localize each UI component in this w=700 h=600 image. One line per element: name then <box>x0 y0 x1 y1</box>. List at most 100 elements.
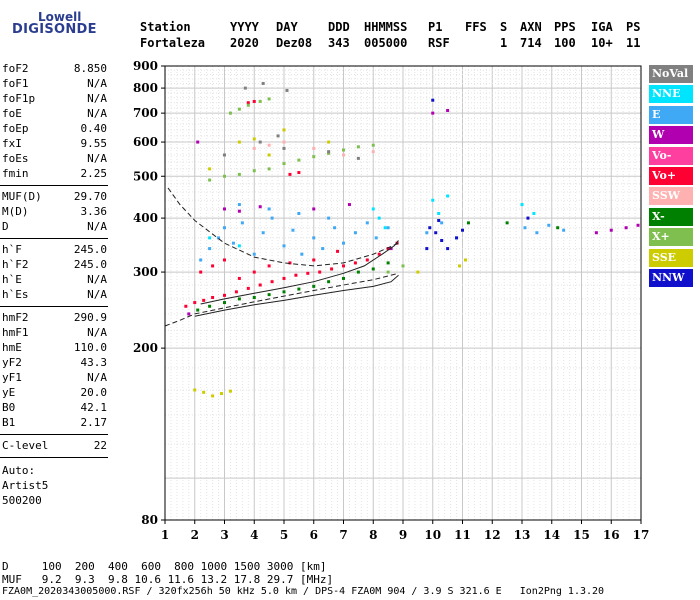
data-point <box>187 312 191 316</box>
data-point <box>246 286 250 290</box>
data-point <box>416 270 420 274</box>
data-point <box>196 140 200 144</box>
param-name: yF2 <box>2 356 22 369</box>
data-point <box>342 148 345 152</box>
data-point <box>252 295 256 299</box>
y-tick-label: 700 <box>133 106 158 120</box>
data-point <box>356 270 360 274</box>
data-point <box>463 258 467 262</box>
data-point <box>312 155 316 159</box>
param-name: M(D) <box>2 205 29 218</box>
data-point <box>327 280 331 284</box>
header-label: PPS <box>554 20 576 34</box>
param-name: fxI <box>2 137 22 150</box>
x-tick-label: 8 <box>369 528 377 542</box>
data-point <box>246 101 250 105</box>
param-row: foF1p N/A <box>2 92 107 106</box>
data-point <box>446 247 450 251</box>
data-point <box>237 276 241 280</box>
dashed-profile-curve <box>164 272 399 327</box>
param-row: MUF(D) 29.70 <box>2 190 107 204</box>
data-point <box>252 146 256 150</box>
data-point <box>395 241 399 245</box>
param-row: foE N/A <box>2 107 107 121</box>
param-value: N/A <box>87 288 107 301</box>
data-point <box>437 218 441 222</box>
x-tick-label: 1 <box>161 528 169 542</box>
data-point <box>223 153 226 157</box>
data-point <box>234 290 238 294</box>
distance-line: D 100 200 400 600 800 1000 1500 3000 [km… <box>2 560 327 573</box>
param-name: h`F2 <box>2 258 29 271</box>
data-point <box>211 264 215 268</box>
param-name: foEp <box>2 122 29 135</box>
param-name: C-level <box>2 439 49 452</box>
brand-lowell: Lowell <box>38 10 82 24</box>
x-tick-label: 12 <box>484 528 501 542</box>
legend-item: SSW <box>649 187 693 206</box>
data-point <box>267 293 271 297</box>
data-point <box>252 169 256 173</box>
param-row: yF1 N/A <box>2 371 107 385</box>
data-point <box>202 298 206 302</box>
data-point <box>208 178 212 182</box>
param-name: B1 <box>2 416 16 429</box>
data-point <box>228 111 232 115</box>
legend-item: SSE <box>649 248 693 267</box>
data-point <box>288 261 292 265</box>
data-point <box>237 203 241 207</box>
data-point <box>365 258 369 262</box>
data-point <box>356 156 360 160</box>
data-point <box>318 270 322 274</box>
x-tick-label: 11 <box>454 528 471 542</box>
data-point <box>327 150 331 154</box>
data-point <box>237 297 241 301</box>
data-point <box>321 247 325 251</box>
y-tick-label: 300 <box>133 265 158 279</box>
param-value: 290.9 <box>73 311 107 324</box>
data-point <box>243 86 247 90</box>
legend-item: NoVal <box>649 65 693 83</box>
data-point <box>270 280 274 284</box>
auto-line: Artist5 <box>2 479 49 492</box>
data-point <box>237 209 241 213</box>
data-point <box>336 249 340 253</box>
data-point <box>312 207 316 211</box>
data-point <box>327 151 331 155</box>
data-point <box>199 270 203 274</box>
data-point <box>282 162 286 166</box>
y-tick-label: 80 <box>141 513 158 527</box>
data-point <box>223 258 226 262</box>
data-point <box>252 99 256 103</box>
data-point <box>237 172 241 176</box>
legend-item: NNW <box>649 269 693 287</box>
data-point <box>371 267 375 271</box>
param-row: h`E N/A <box>2 273 107 287</box>
param-row: hmF2 290.9 <box>2 311 107 325</box>
param-name: D <box>2 220 9 233</box>
header-value: 11 <box>626 36 641 50</box>
y-tick-label: 400 <box>133 211 158 225</box>
data-point <box>327 140 331 144</box>
param-divider <box>0 434 108 435</box>
param-value: 245.0 <box>73 258 107 271</box>
x-tick-label: 2 <box>191 528 199 542</box>
header-label: YYYY <box>230 20 259 34</box>
data-point <box>330 267 334 271</box>
data-point <box>282 276 286 280</box>
param-name: foF1 <box>2 77 29 90</box>
header-label: FFS <box>465 20 487 34</box>
data-point <box>261 231 265 235</box>
header-value: 10+ <box>591 36 613 50</box>
data-point <box>353 261 357 265</box>
header-labels: Station YYYY DAY DDD HHMMSS P1 FFS S AXN PPS IGA PS <box>0 20 700 36</box>
data-point <box>327 216 331 220</box>
data-point <box>556 226 560 230</box>
header-label: HHMMSS <box>364 20 408 34</box>
data-point <box>282 244 286 248</box>
data-point <box>282 140 286 144</box>
data-point <box>291 228 295 232</box>
param-row: yE 20.0 <box>2 386 107 400</box>
param-divider <box>0 238 108 239</box>
header-label: DAY <box>276 20 298 34</box>
